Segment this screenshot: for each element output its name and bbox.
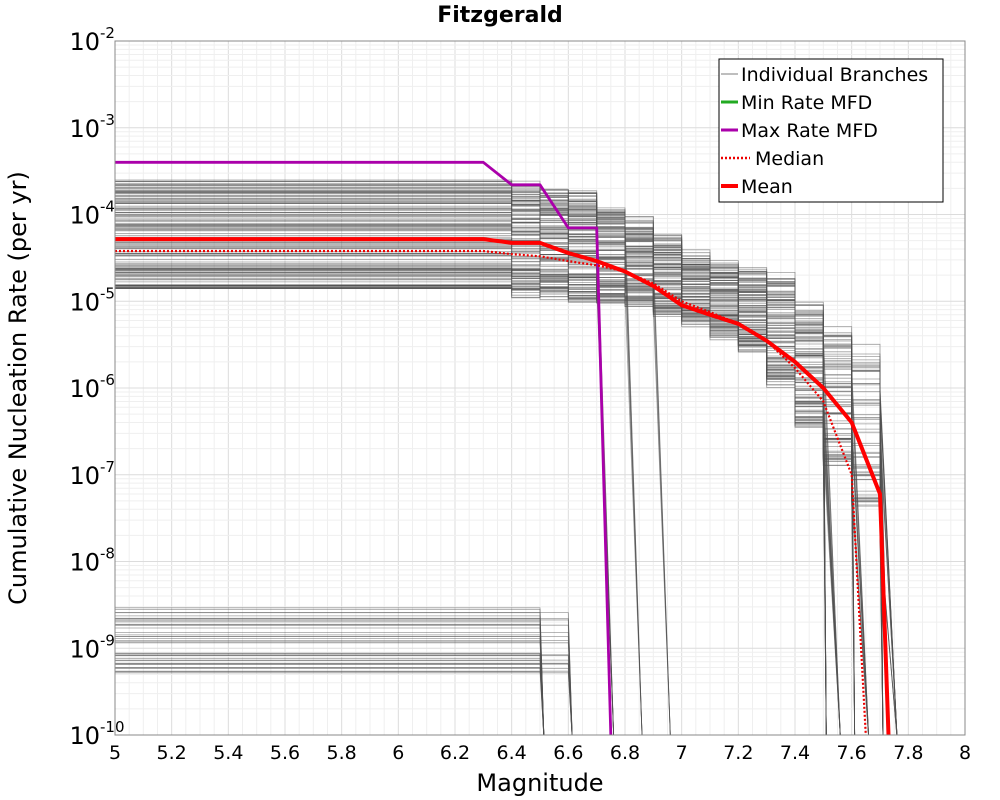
legend-label-median: Median xyxy=(755,148,824,170)
x-tick-label: 6.4 xyxy=(497,742,527,764)
y-tick-label: 10 xyxy=(69,115,100,143)
branch-line xyxy=(115,255,615,735)
y-tick-exponent: -5 xyxy=(100,284,115,302)
legend: Individual Branches Min Rate MFD Max Rat… xyxy=(718,58,944,203)
x-tick-label: 6.8 xyxy=(610,742,640,764)
y-tick-exponent: -9 xyxy=(100,631,115,649)
y-tick-label: 10 xyxy=(69,28,100,56)
y-tick-exponent: -8 xyxy=(100,545,115,563)
branch-line xyxy=(115,207,869,735)
y-tick-label: 10 xyxy=(69,202,100,230)
legend-label-branches: Individual Branches xyxy=(741,64,928,86)
x-tick-label: 6 xyxy=(392,742,404,764)
branch-line xyxy=(115,287,827,735)
x-tick-label: 5.2 xyxy=(157,742,187,764)
y-tick-label: 10 xyxy=(69,549,100,577)
legend-box xyxy=(718,58,944,203)
x-tick-label: 5.8 xyxy=(327,742,357,764)
x-axis-label: Magnitude xyxy=(476,769,603,797)
y-tick-label: 10 xyxy=(69,375,100,403)
y-tick-exponent: -3 xyxy=(100,111,115,129)
y-tick-exponent: -7 xyxy=(100,458,115,476)
chart-title: Fitzgerald xyxy=(437,3,563,28)
y-tick-exponent: -2 xyxy=(100,24,115,42)
y-tick-label: 10 xyxy=(69,635,100,663)
series-line-max-rate-mfd xyxy=(115,160,613,735)
x-tick-label: 7.2 xyxy=(723,742,753,764)
x-tick-label: 8 xyxy=(959,742,971,764)
summary-series xyxy=(115,160,891,735)
y-axis-label: Cumulative Nucleation Rate (per yr) xyxy=(4,171,32,605)
y-tick-exponent: -10 xyxy=(100,718,125,736)
plot-frame xyxy=(114,40,966,736)
x-tick-label: 7.6 xyxy=(837,742,867,764)
x-tick-label: 7.8 xyxy=(893,742,923,764)
branch-line xyxy=(115,284,889,735)
legend-label-min-rate: Min Rate MFD xyxy=(741,92,872,114)
y-tick-label: 10 xyxy=(69,288,100,316)
series-line-mean xyxy=(115,237,891,735)
branch-line xyxy=(115,612,545,735)
y-tick-label: 10 xyxy=(69,462,100,490)
legend-label-max-rate: Max Rate MFD xyxy=(741,120,878,142)
branch-line xyxy=(115,285,827,735)
x-tick-label: 7.4 xyxy=(780,742,810,764)
x-tick-label: 5 xyxy=(109,742,121,764)
branch-line xyxy=(115,243,827,735)
x-tick-label: 6.2 xyxy=(440,742,470,764)
x-tick-label: 5.4 xyxy=(213,742,243,764)
x-tick-label: 6.6 xyxy=(553,742,583,764)
y-tick-exponent: -4 xyxy=(100,198,115,216)
x-tick-label: 7 xyxy=(676,742,688,764)
branch-line xyxy=(115,654,573,735)
x-tick-labels: 5 5.2 5.4 5.6 5.8 6 6.2 6.4 6.6 6.8 7 7.2 7.4 7.6 7.8 8 xyxy=(109,742,971,764)
legend-label-mean: Mean xyxy=(741,176,793,198)
x-tick-label: 5.6 xyxy=(270,742,300,764)
y-tick-labels: 10-210-310-410-510-610-710-810-910-10 xyxy=(69,24,124,750)
y-tick-label: 10 xyxy=(69,722,100,750)
y-tick-exponent: -6 xyxy=(100,371,115,389)
branch-line xyxy=(115,202,827,735)
